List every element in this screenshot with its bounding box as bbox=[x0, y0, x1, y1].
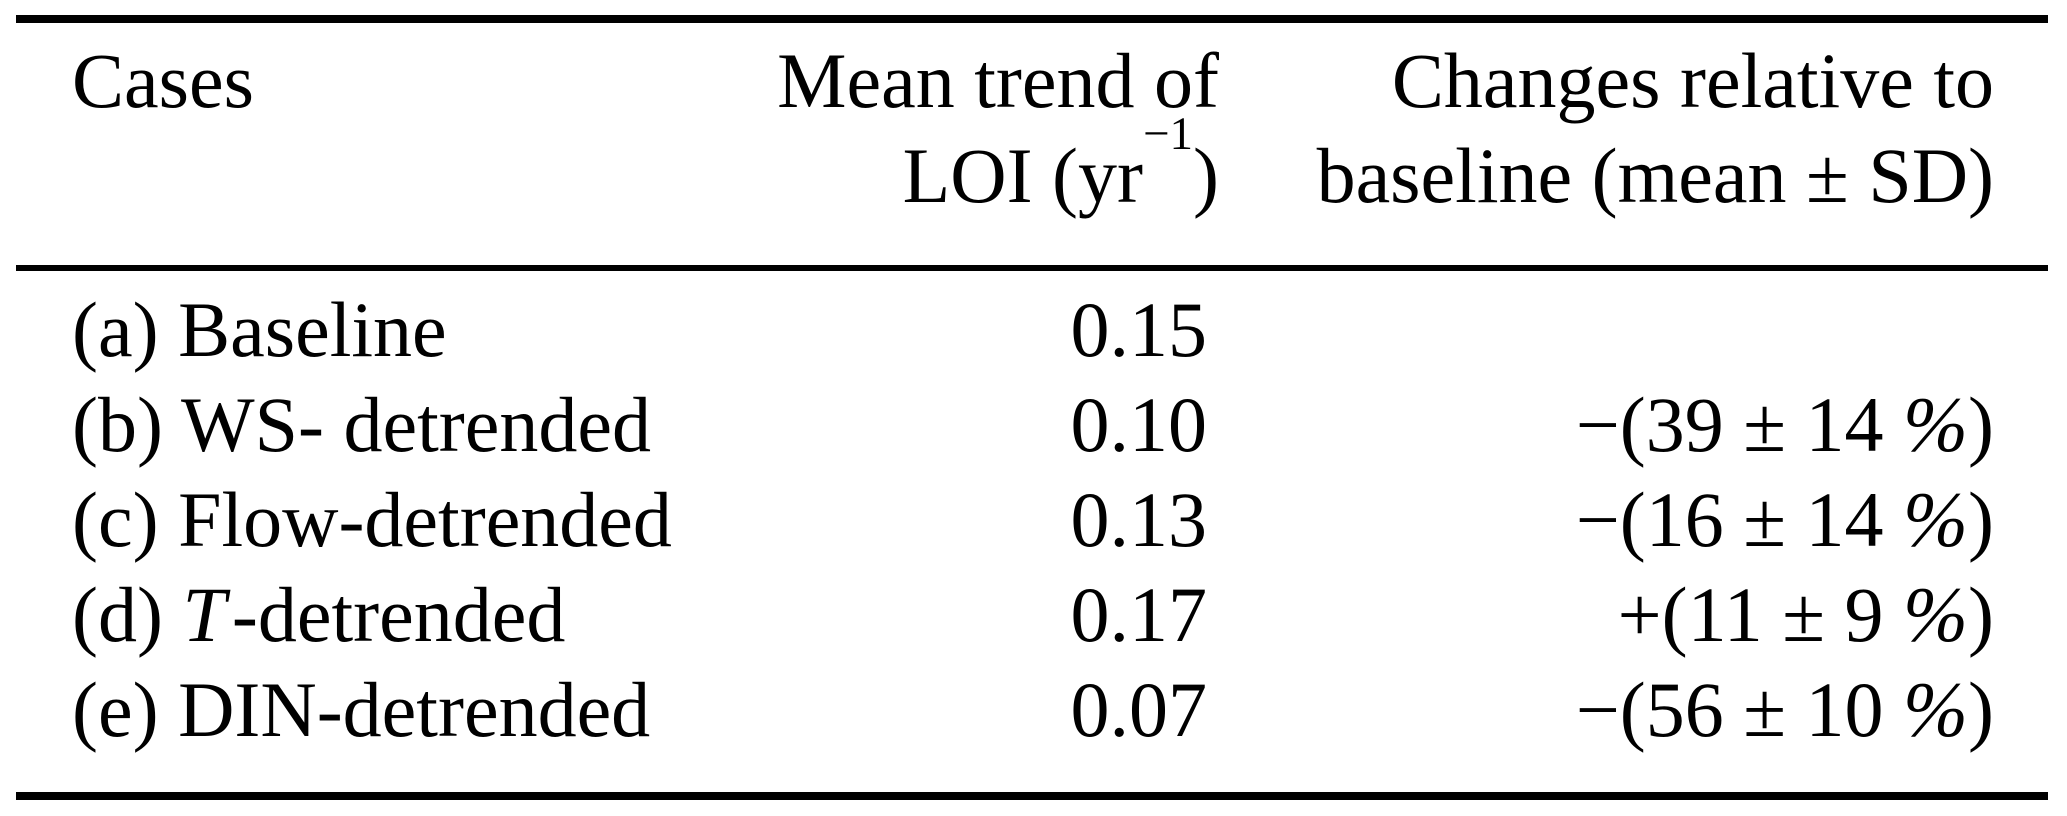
percent-sign: % bbox=[1903, 381, 1969, 468]
change-close: ) bbox=[1968, 571, 1994, 658]
table-header-row: Cases Mean trend of LOI (yr−1) Changes r… bbox=[16, 23, 2048, 223]
case-label-text: (c) Flow-detrended bbox=[72, 476, 672, 563]
change-text: −(39 ± 14 bbox=[1575, 381, 1904, 468]
change-value bbox=[1219, 282, 2047, 377]
case-label: (a) Baseline bbox=[16, 282, 619, 377]
trend-value: 0.07 bbox=[1070, 666, 1208, 753]
percent-sign: % bbox=[1903, 476, 1969, 563]
case-label-text: (b) WS- detrended bbox=[72, 381, 652, 468]
unit-post: ) bbox=[1193, 132, 1219, 219]
case-label: (b) WS- detrended bbox=[16, 377, 651, 472]
case-label-text: (d) bbox=[72, 571, 183, 658]
table-mid-rule bbox=[16, 265, 2048, 271]
change-value: +(11 ± 9 %) bbox=[1219, 567, 2047, 662]
percent-sign: % bbox=[1903, 666, 1969, 753]
unit-exponent: −1 bbox=[1143, 108, 1194, 161]
case-label-italic: T bbox=[182, 571, 226, 658]
table-top-rule bbox=[16, 15, 2048, 23]
table-row-e: (e) DIN-detrended 0.07 −(56 ± 10 %) bbox=[16, 662, 2048, 757]
header-cases: Cases bbox=[72, 37, 254, 124]
change-value: −(56 ± 10 %) bbox=[1219, 662, 2047, 757]
table-row-d: (d) T-detrended 0.17 +(11 ± 9 %) bbox=[16, 567, 2048, 662]
header-changes: Changes relative to baseline (mean ± SD) bbox=[1219, 33, 2047, 223]
case-label: (d) T-detrended bbox=[16, 567, 619, 662]
trend-value: 0.13 bbox=[1070, 476, 1208, 563]
table-row-a: (a) Baseline 0.15 bbox=[16, 282, 2048, 377]
header-changes-line1: Changes relative to bbox=[1391, 37, 1994, 124]
unit-pre: LOI (yr bbox=[902, 132, 1143, 219]
trend-value: 0.10 bbox=[1070, 381, 1208, 468]
header-mean-trend-unit: LOI (yr−1) bbox=[619, 111, 1219, 223]
table-body: (a) Baseline 0.15 (b) WS- detrended 0.10… bbox=[16, 271, 2048, 757]
change-close: ) bbox=[1968, 476, 1994, 563]
change-value: −(16 ± 14 %) bbox=[1219, 472, 2047, 567]
case-label-text: (a) Baseline bbox=[72, 286, 447, 373]
trend-value: 0.15 bbox=[1070, 286, 1208, 373]
change-text: +(11 ± 9 bbox=[1617, 571, 1904, 658]
change-text: −(56 ± 10 bbox=[1575, 666, 1904, 753]
change-text: −(16 ± 14 bbox=[1575, 476, 1904, 563]
header-mean-trend: Mean trend of LOI (yr−1) bbox=[619, 33, 1219, 223]
case-label-text: (e) DIN-detrended bbox=[72, 666, 651, 753]
case-label-rest: -detrended bbox=[231, 571, 566, 658]
header-mean-trend-line1: Mean trend of bbox=[777, 37, 1219, 124]
results-table: Cases Mean trend of LOI (yr−1) Changes r… bbox=[16, 15, 2048, 800]
change-close: ) bbox=[1968, 666, 1994, 753]
change-value: −(39 ± 14 %) bbox=[1219, 377, 2047, 472]
case-label: (e) DIN-detrended bbox=[16, 662, 650, 757]
case-label: (c) Flow-detrended bbox=[16, 472, 672, 567]
table-row-c: (c) Flow-detrended 0.13 −(16 ± 14 %) bbox=[16, 472, 2048, 567]
table-row-b: (b) WS- detrended 0.10 −(39 ± 14 %) bbox=[16, 377, 2048, 472]
table-bottom-rule bbox=[16, 792, 2048, 800]
trend-value: 0.17 bbox=[1070, 571, 1208, 658]
percent-sign: % bbox=[1903, 571, 1969, 658]
header-changes-line2: baseline (mean ± SD) bbox=[1316, 132, 1994, 219]
change-close: ) bbox=[1968, 381, 1994, 468]
paper-table: Cases Mean trend of LOI (yr−1) Changes r… bbox=[0, 15, 2067, 816]
